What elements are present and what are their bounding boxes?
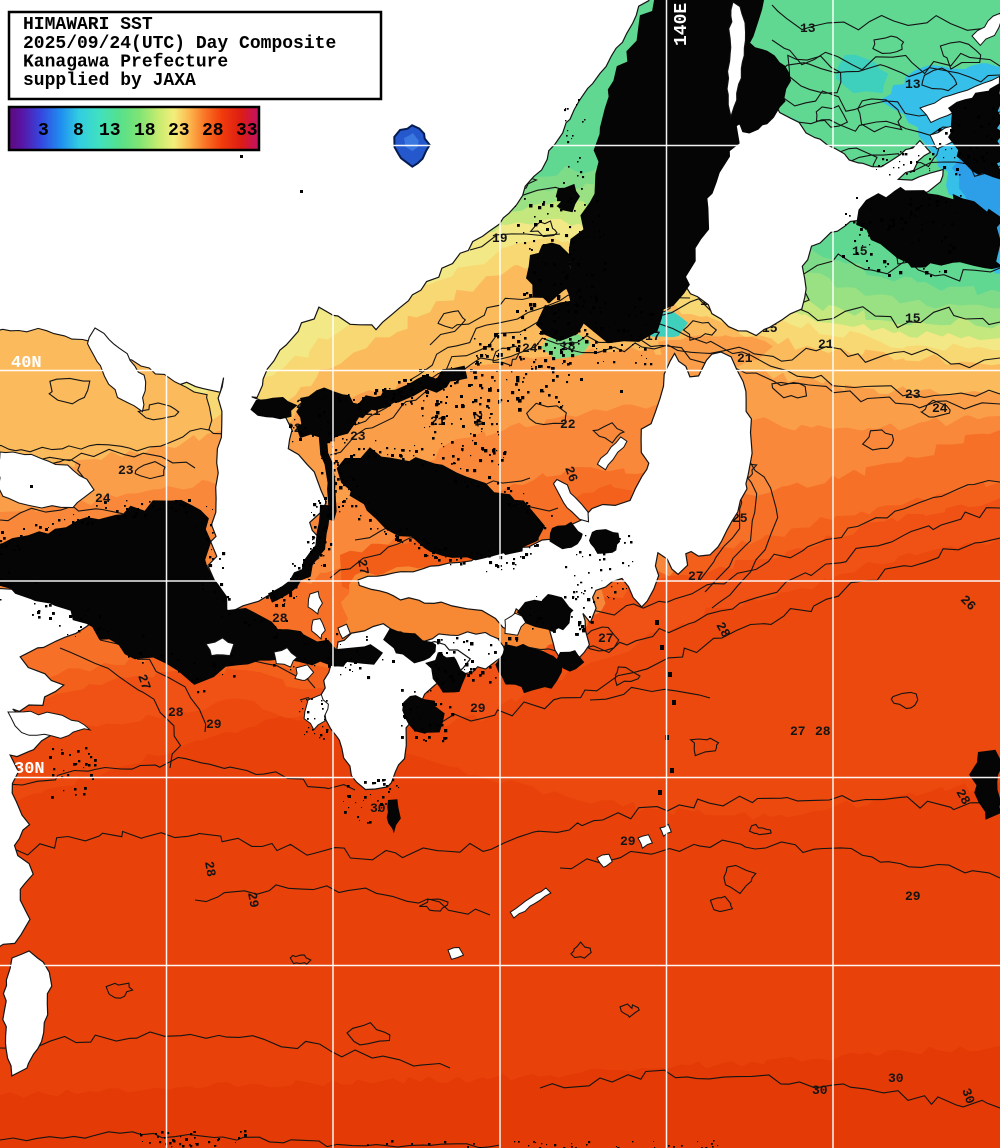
svg-text:8: 8 — [73, 121, 84, 141]
svg-text:30N: 30N — [14, 760, 45, 779]
svg-text:15: 15 — [852, 244, 868, 259]
svg-text:21: 21 — [818, 337, 834, 352]
svg-text:15: 15 — [905, 311, 921, 326]
svg-text:28: 28 — [815, 724, 831, 739]
svg-text:40N: 40N — [11, 354, 42, 373]
svg-text:28: 28 — [272, 611, 288, 626]
svg-text:13: 13 — [905, 77, 921, 92]
svg-text:HIMAWARI SST: HIMAWARI SST — [23, 15, 153, 35]
svg-text:13: 13 — [99, 121, 121, 141]
svg-text:30: 30 — [958, 1086, 977, 1106]
svg-text:24: 24 — [932, 401, 948, 416]
svg-text:28: 28 — [168, 705, 184, 720]
svg-text:140E: 140E — [672, 3, 692, 46]
svg-text:28: 28 — [202, 121, 224, 141]
svg-text:21: 21 — [737, 351, 753, 366]
svg-text:18: 18 — [134, 121, 156, 141]
svg-text:24: 24 — [95, 491, 111, 506]
svg-text:27: 27 — [790, 724, 806, 739]
svg-text:29: 29 — [244, 891, 262, 909]
svg-text:13: 13 — [800, 21, 816, 36]
svg-text:27: 27 — [354, 558, 371, 576]
svg-text:27: 27 — [134, 672, 153, 692]
svg-text:27: 27 — [598, 631, 614, 646]
svg-text:28: 28 — [713, 620, 734, 641]
svg-text:Kanagawa Prefecture: Kanagawa Prefecture — [23, 53, 228, 73]
svg-text:22: 22 — [560, 417, 576, 432]
svg-text:29: 29 — [905, 889, 921, 904]
svg-text:28: 28 — [201, 860, 219, 878]
svg-text:2025/09/24(UTC) Day Composite: 2025/09/24(UTC) Day Composite — [23, 34, 336, 54]
svg-text:24: 24 — [522, 341, 538, 356]
svg-text:30: 30 — [812, 1083, 828, 1098]
svg-text:26: 26 — [561, 464, 580, 484]
svg-text:3: 3 — [38, 121, 49, 141]
svg-text:supplied by JAXA: supplied by JAXA — [23, 71, 196, 91]
svg-text:23: 23 — [168, 121, 190, 141]
svg-text:23: 23 — [118, 463, 134, 478]
svg-text:33: 33 — [236, 121, 258, 141]
svg-text:30: 30 — [888, 1071, 904, 1086]
svg-text:23: 23 — [905, 387, 921, 402]
svg-text:28: 28 — [953, 787, 974, 808]
svg-text:29: 29 — [206, 717, 222, 732]
svg-text:29: 29 — [470, 701, 486, 716]
svg-text:23: 23 — [350, 429, 366, 444]
svg-text:29: 29 — [620, 834, 636, 849]
svg-text:30: 30 — [370, 801, 386, 816]
